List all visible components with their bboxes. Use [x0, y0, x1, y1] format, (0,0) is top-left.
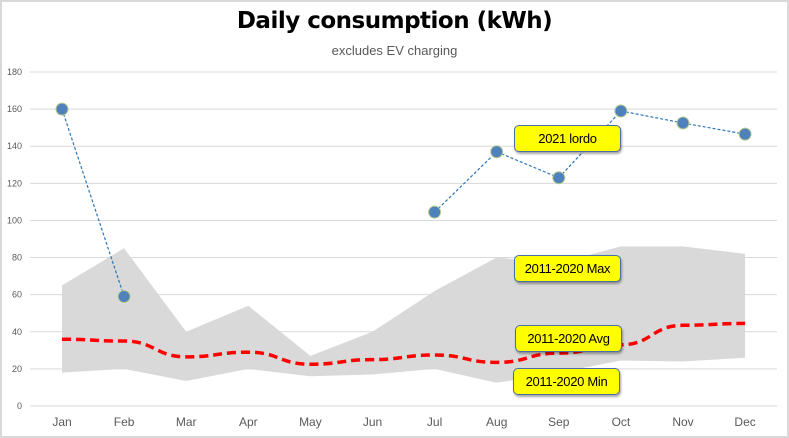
actual-line-segment — [61, 108, 125, 297]
callout-min: 2011-2020 Min — [513, 368, 620, 395]
actual-point-jan — [55, 102, 69, 116]
y-tick-label: 100 — [7, 215, 22, 225]
x-tick-label: Aug — [486, 415, 507, 429]
y-tick-label: 120 — [7, 178, 22, 188]
actual-line-segment — [682, 122, 746, 135]
callout-max: 2011-2020 Max — [514, 255, 621, 282]
x-tick-label: May — [299, 415, 322, 429]
x-tick-label: Sep — [548, 415, 570, 429]
chart-subtitle: excludes EV charging — [331, 43, 458, 58]
x-tick-label: Jan — [52, 415, 71, 429]
y-tick-label: 60 — [12, 290, 22, 300]
actual-point-dec — [738, 127, 752, 141]
chart-title: Daily consumption (kWh) — [236, 8, 553, 34]
band-layer — [62, 246, 746, 383]
actual-line-segment — [434, 151, 498, 213]
actual-line-segment — [496, 151, 560, 179]
y-tick-label: 140 — [7, 141, 22, 151]
x-tick-label: Oct — [612, 415, 631, 429]
actual-point-oct — [614, 104, 628, 118]
x-axis-ticks: Jan Feb Mar Apr May Jun Jul Aug Sep Oct Nov Dec — [52, 415, 755, 429]
avg-line — [61, 321, 746, 367]
y-tick-label: 160 — [7, 104, 22, 114]
x-tick-label: Mar — [176, 415, 197, 429]
x-tick-label: Apr — [239, 415, 258, 429]
callout-2021-lordo: 2021 lordo — [514, 125, 621, 152]
x-tick-label: Dec — [734, 415, 755, 429]
y-tick-label: 180 — [7, 67, 22, 77]
actual-point-feb — [117, 290, 131, 304]
y-axis-ticks: 0 20 40 60 80 100 120 140 160 180 — [7, 67, 22, 411]
x-tick-label: Jul — [427, 415, 442, 429]
y-tick-label: 20 — [12, 364, 22, 374]
y-tick-label: 0 — [17, 401, 22, 411]
avg-layer — [61, 321, 746, 367]
actual-line-segment — [620, 110, 684, 124]
callout-avg: 2011-2020 Avg — [515, 325, 622, 352]
y-tick-label: 80 — [12, 253, 22, 263]
x-tick-label: Feb — [114, 415, 135, 429]
actual-point-jul — [428, 205, 442, 219]
actual-point-nov — [676, 116, 690, 130]
actual-point-aug — [490, 145, 504, 159]
y-tick-label: 40 — [12, 327, 22, 337]
x-tick-label: Jun — [363, 415, 382, 429]
min-max-band — [62, 246, 746, 383]
x-tick-label: Nov — [672, 415, 693, 429]
actual-point-sep — [552, 171, 566, 185]
